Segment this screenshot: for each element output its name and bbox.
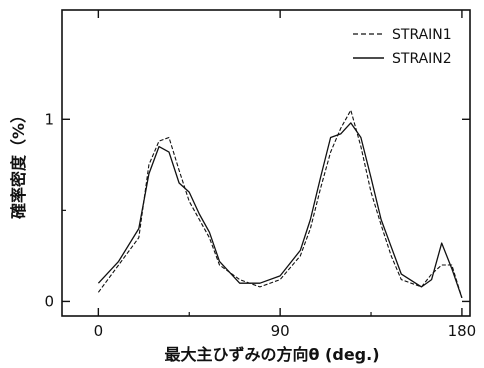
- series-line-strain2: [97, 122, 463, 299]
- series-line-strain1: [97, 109, 463, 298]
- plot-frame: [61, 9, 471, 317]
- axis-ticks: [62, 10, 470, 316]
- y-tick-label: 0: [44, 292, 54, 310]
- y-axis-title: 確率密度（%）: [9, 107, 28, 219]
- legend-label-strain2: STRAIN2: [392, 51, 452, 67]
- x-tick-label: 90: [271, 322, 290, 340]
- legend: STRAIN1 STRAIN2: [353, 27, 452, 67]
- series-layer: [97, 109, 463, 299]
- x-tick-label: 180: [448, 322, 477, 340]
- x-axis-title: 最大主ひずみの方向θ (deg.): [164, 345, 379, 364]
- axis-tick-labels: 0 90 180 0 1: [44, 110, 476, 340]
- y-tick-label: 1: [44, 110, 54, 128]
- x-tick-label: 0: [94, 322, 104, 340]
- legend-label-strain1: STRAIN1: [392, 27, 452, 43]
